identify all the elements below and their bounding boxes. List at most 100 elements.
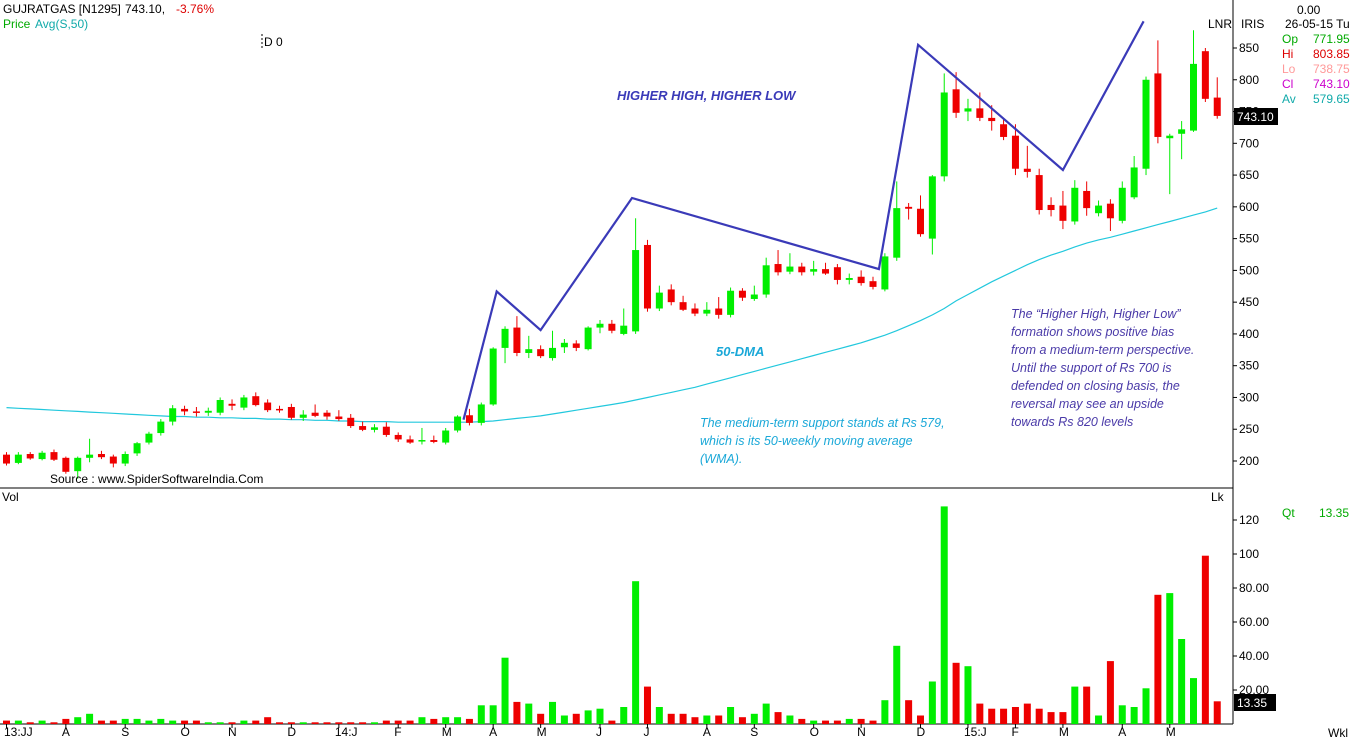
volume-bar <box>1095 715 1103 724</box>
candle-body <box>1083 190 1091 209</box>
candle-body <box>109 456 117 464</box>
candle-body <box>228 403 236 406</box>
info-value: 803.85 <box>1313 47 1350 61</box>
volume-bar <box>1071 686 1079 724</box>
candle-body <box>869 281 877 287</box>
candle-body <box>38 452 46 460</box>
candles-layer <box>3 30 1221 479</box>
candle <box>347 413 355 428</box>
volume-bar <box>192 720 200 724</box>
x-tick-label: S <box>750 725 758 739</box>
volume-bar <box>382 720 390 724</box>
volume-bar <box>311 722 319 724</box>
candle-body <box>370 427 378 430</box>
view-note: The “Higher High, Higher Low” formation … <box>1011 307 1195 429</box>
volume-bar <box>905 700 913 724</box>
candle-body <box>655 292 663 309</box>
candle <box>489 347 497 406</box>
candle <box>62 456 70 474</box>
volume-bar <box>26 722 34 724</box>
candle <box>572 340 580 352</box>
candle <box>774 250 782 276</box>
volume-bar <box>501 657 509 724</box>
candle <box>1154 40 1162 144</box>
candle <box>620 308 628 336</box>
candle <box>299 410 307 421</box>
volume-bar <box>1059 712 1067 724</box>
volume-bar <box>928 681 936 724</box>
volume-bar <box>109 720 117 724</box>
candle-body <box>26 454 34 459</box>
candle-body <box>964 108 972 112</box>
candle-body <box>74 457 82 472</box>
candle-body <box>62 457 70 472</box>
candle-body <box>50 452 58 460</box>
x-tick-label: J <box>596 725 602 739</box>
candle <box>727 287 735 318</box>
candle-body <box>560 342 568 348</box>
candle <box>762 257 770 298</box>
candle <box>109 454 117 468</box>
candle-body <box>86 454 94 458</box>
qt-value: 13.35 <box>1319 506 1349 520</box>
candle <box>869 276 877 290</box>
candle <box>501 326 509 364</box>
volume-bar <box>276 722 284 724</box>
price-tick-label: 500 <box>1239 263 1259 277</box>
info-zero: 0.00 <box>1297 3 1321 17</box>
price-tick-label: 800 <box>1239 73 1259 87</box>
candle-body <box>1000 124 1008 137</box>
candle-body <box>406 439 414 443</box>
info-label: Op <box>1282 32 1298 46</box>
candle <box>74 456 82 479</box>
x-tick-label: M <box>1166 725 1176 739</box>
candle <box>1083 181 1091 216</box>
candle <box>928 175 936 255</box>
x-tick-label: S <box>121 725 129 739</box>
candle <box>335 410 343 421</box>
candle-body <box>97 454 105 458</box>
candle-body <box>1130 167 1138 198</box>
info-label: Lo <box>1282 62 1296 76</box>
volume-bar <box>169 720 177 724</box>
candle <box>655 285 663 312</box>
volume-bar <box>513 701 521 724</box>
volume-bar <box>97 720 105 724</box>
price-tick-label: 850 <box>1239 41 1259 55</box>
candle <box>1035 168 1043 215</box>
last-price-box-label: 743.10 <box>1237 110 1274 124</box>
candle <box>359 421 367 432</box>
volume-bar <box>1178 639 1186 724</box>
x-tick-label: O <box>181 725 190 739</box>
volume-bar <box>1166 593 1174 724</box>
volume-bar <box>287 722 295 724</box>
candle <box>133 441 141 456</box>
volume-bar <box>537 713 545 724</box>
volume-bar <box>1047 712 1055 724</box>
candle-body <box>667 289 675 303</box>
candle-body <box>477 404 485 423</box>
candle <box>240 394 248 411</box>
candle <box>442 427 450 445</box>
candle <box>798 262 806 276</box>
candle-body <box>738 290 746 298</box>
volume-bar <box>38 720 46 724</box>
candle <box>204 407 212 416</box>
candle <box>169 405 177 426</box>
candle <box>537 345 545 359</box>
candle-body <box>335 416 343 420</box>
candle-body <box>691 308 699 314</box>
candle-body <box>596 323 604 328</box>
candle-body <box>382 426 390 435</box>
price-tick-label: 550 <box>1239 232 1259 246</box>
last-volume-box-label: 13.35 <box>1237 696 1267 710</box>
candle-body <box>572 343 580 348</box>
candle-body <box>359 426 367 430</box>
volume-bar <box>442 717 450 724</box>
x-tick-label: F <box>1011 725 1018 739</box>
candle <box>893 181 901 261</box>
candle-body <box>1190 63 1197 131</box>
volume-bar <box>976 703 984 724</box>
candle-body <box>928 176 936 239</box>
candle <box>786 253 794 275</box>
